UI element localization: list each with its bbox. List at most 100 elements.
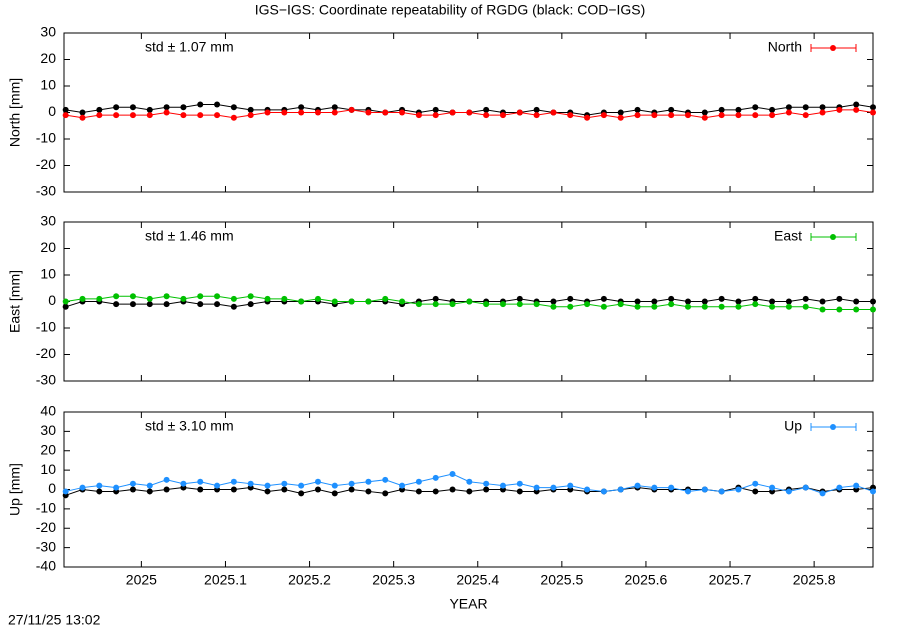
legend-marker: [830, 424, 836, 430]
data-point: [752, 112, 759, 119]
data-point: [617, 109, 624, 116]
data-point: [516, 488, 523, 495]
data-point: [870, 104, 876, 111]
data-point: [113, 104, 120, 111]
legend-marker: [830, 234, 836, 240]
panel: -30 -20 -10 0 10 20 30 East [mm] std ± 1.46 mm Ea…: [7, 213, 876, 388]
data-point: [836, 484, 843, 491]
data-point: [584, 486, 591, 493]
data-point: [432, 295, 439, 302]
data-point: [298, 104, 305, 111]
data-point: [752, 104, 759, 111]
data-point: [718, 112, 725, 119]
data-point: [567, 482, 574, 489]
data-point: [214, 112, 221, 119]
data-point: [651, 112, 658, 119]
data-point: [331, 490, 338, 497]
data-point: [870, 298, 876, 305]
data-point: [617, 486, 624, 493]
data-point: [230, 104, 237, 111]
x-tick-label: 2025.5: [540, 572, 583, 588]
data-point: [432, 301, 439, 308]
data-point: [230, 295, 237, 302]
data-point: [870, 306, 876, 313]
data-point: [802, 484, 809, 491]
data-point: [466, 478, 473, 485]
data-point: [62, 112, 69, 119]
data-point: [684, 112, 691, 119]
data-point: [399, 109, 406, 116]
data-point: [483, 480, 490, 487]
data-point: [634, 112, 641, 119]
y-tick-label: 10: [40, 461, 56, 477]
data-point: [180, 295, 187, 302]
std-annotation: std ± 1.07 mm: [145, 39, 234, 55]
data-point: [281, 480, 288, 487]
data-point: [516, 109, 523, 116]
y-tick-label: 30: [40, 213, 56, 229]
y-axis-label: Up [mm]: [7, 463, 23, 516]
y-tick-label: 0: [48, 103, 56, 119]
data-point: [802, 104, 809, 111]
data-point: [79, 295, 86, 302]
data-point: [247, 480, 254, 487]
data-point: [62, 298, 69, 305]
data-point: [684, 488, 691, 495]
data-point: [466, 488, 473, 495]
data-point: [567, 112, 574, 119]
data-point: [197, 478, 204, 485]
timestamp: 27/11/25 13:02: [8, 612, 101, 628]
data-point: [197, 101, 204, 108]
data-point: [802, 112, 809, 119]
data-point: [802, 295, 809, 302]
data-point: [769, 484, 776, 491]
data-point: [819, 306, 826, 313]
data-point: [634, 298, 641, 305]
data-point: [314, 478, 321, 485]
data-point: [769, 112, 776, 119]
data-point: [331, 482, 338, 489]
y-tick-label: -30: [36, 372, 56, 388]
data-point: [853, 306, 860, 313]
data-point: [432, 474, 439, 481]
data-point: [230, 486, 237, 493]
data-point: [247, 301, 254, 308]
data-point: [600, 303, 607, 310]
data-point: [449, 301, 456, 308]
data-point: [163, 109, 170, 116]
data-point: [819, 109, 826, 116]
data-point: [247, 106, 254, 113]
data-point: [718, 303, 725, 310]
data-point: [735, 112, 742, 119]
data-point: [802, 303, 809, 310]
data-point: [499, 482, 506, 489]
data-point: [567, 295, 574, 302]
data-point: [870, 488, 876, 495]
y-tick-label: 10: [40, 77, 56, 93]
data-point: [348, 106, 355, 113]
data-point: [214, 301, 221, 308]
y-tick-label: -30: [36, 183, 56, 199]
data-point: [684, 298, 691, 305]
data-point: [785, 303, 792, 310]
data-point: [415, 478, 422, 485]
data-point: [853, 101, 860, 108]
data-point: [600, 112, 607, 119]
data-point: [281, 109, 288, 116]
data-point: [399, 298, 406, 305]
y-tick-label: -10: [36, 130, 56, 146]
x-tick-label: 2025.2: [288, 572, 331, 588]
data-point: [533, 301, 540, 308]
data-point: [348, 486, 355, 493]
data-point: [96, 295, 103, 302]
data-point: [146, 112, 153, 119]
data-point: [96, 112, 103, 119]
data-point: [836, 106, 843, 113]
data-point: [533, 484, 540, 491]
data-point: [853, 482, 860, 489]
data-point: [331, 109, 338, 116]
data-point: [415, 488, 422, 495]
y-tick-label: 20: [40, 239, 56, 255]
data-point: [668, 301, 675, 308]
data-point: [668, 112, 675, 119]
